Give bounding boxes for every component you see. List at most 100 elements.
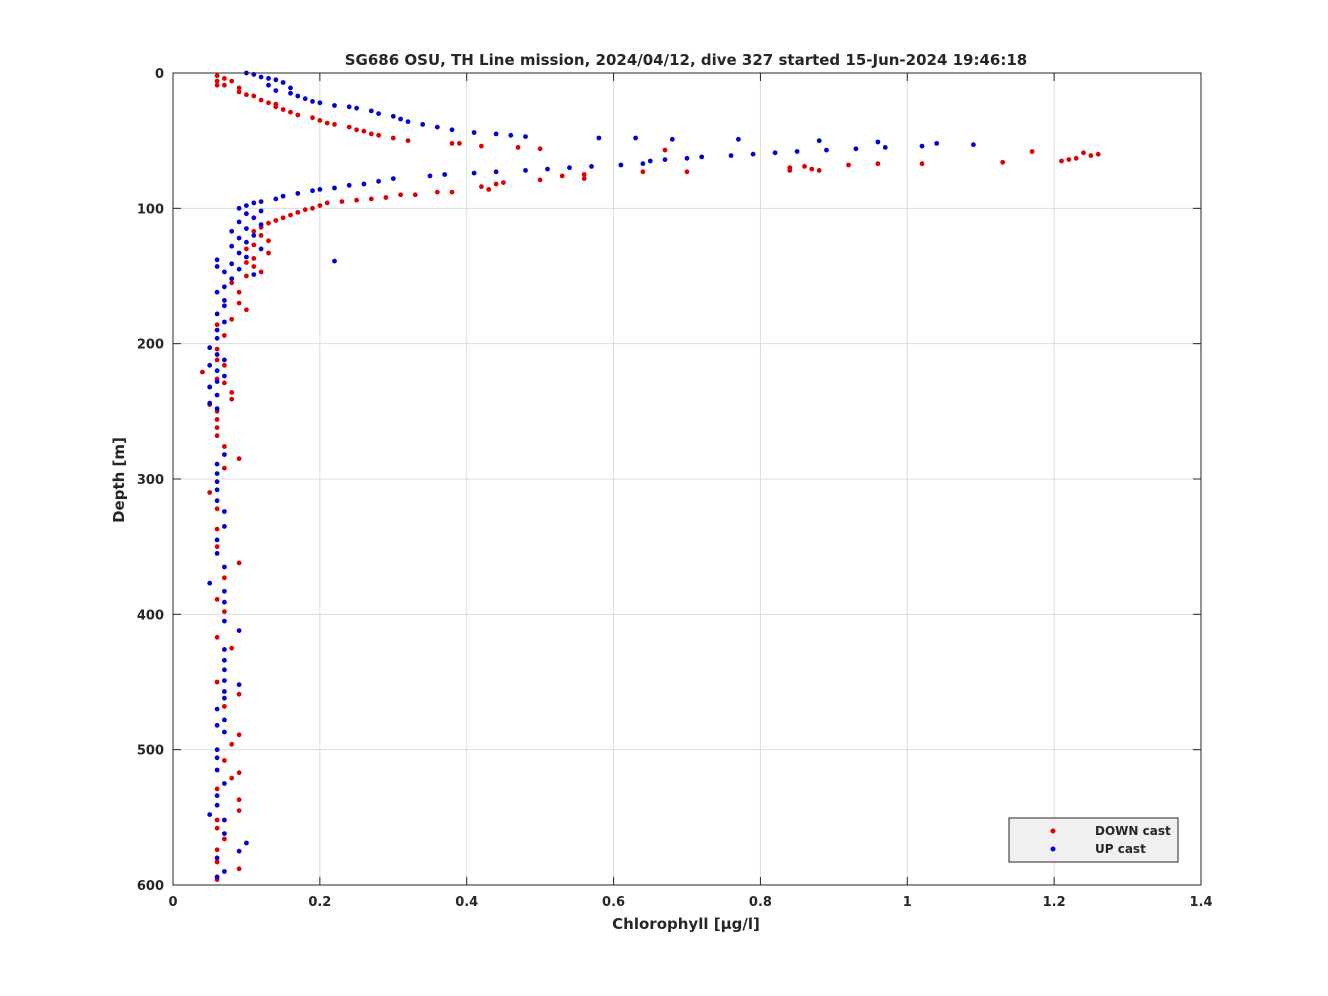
down-cast-point [222,362,227,368]
down-cast-point [1029,149,1035,154]
axis-ticks [172,72,1202,886]
up-cast-point [258,199,264,205]
up-cast-point [244,226,249,232]
down-cast-point [251,228,257,234]
up-cast-point [222,781,227,786]
up-cast-point [633,135,638,141]
y-tick-label: 600 [137,879,164,894]
up-cast-point [222,269,227,275]
up-cast-point [449,127,455,133]
down-cast-point [251,242,257,248]
up-cast-point [295,191,301,196]
up-cast-point [772,150,778,156]
up-cast-point [214,479,220,485]
up-cast-point [288,85,293,91]
down-cast-point [273,104,279,110]
down-cast-point [244,260,249,265]
up-cast-point [222,729,227,735]
down-cast-point [236,770,242,776]
legend: DOWN cast UP cast [1008,817,1179,863]
up-cast-point [207,812,213,817]
up-cast-point [750,151,756,157]
down-cast-point [236,560,242,566]
down-cast-point [324,200,330,206]
down-cast-point [244,246,249,252]
down-cast-point [515,145,521,150]
up-cast-point [728,153,734,159]
down-cast-point [229,316,235,322]
up-cast-point [236,266,242,272]
down-cast-point [280,107,286,112]
down-cast-point [236,300,242,306]
down-cast-point [581,176,587,182]
up-cast-point [207,345,213,351]
down-cast-point [214,357,220,363]
down-cast-point [295,112,301,118]
down-cast-point [222,82,227,88]
down-cast-point [258,233,264,238]
up-cast-point [662,157,668,163]
up-cast-point [288,90,293,96]
down-cast-point [368,131,374,137]
up-cast-point [523,134,528,140]
down-cast-point [214,634,220,640]
up-cast-point [222,689,227,694]
down-cast-point [214,322,220,328]
up-cast-point [229,276,235,282]
up-cast-point [214,855,220,861]
down-cast-point [398,192,403,198]
x-tick-label: 0.6 [602,895,625,910]
up-cast-point [699,154,705,160]
down-cast-point [229,78,235,84]
down-cast-point [846,162,851,168]
down-cast-point [236,808,242,813]
up-cast-point [244,211,249,217]
legend-label-down: DOWN cast [1095,824,1171,838]
up-cast-point [214,767,220,773]
down-cast-point [816,168,822,173]
down-cast-point [302,207,308,213]
up-cast-point [266,76,271,81]
up-cast-point [736,136,741,142]
down-cast-point [537,146,543,152]
up-cast-point [222,831,227,836]
down-cast-point [273,218,279,223]
up-cast-point [273,77,279,83]
up-cast-point [207,580,213,586]
down-cast-point [1000,159,1006,165]
up-cast-point [934,141,940,146]
legend-marker-up [1050,846,1056,852]
down-cast-point [288,212,293,218]
up-cast-point [214,368,220,374]
down-cast-point [214,544,220,550]
down-cast-point [251,256,257,261]
up-cast-point [214,289,220,295]
up-cast-point [310,188,315,194]
down-cast-point [222,609,227,614]
down-cast-point [449,141,455,146]
up-cast-point [919,143,925,149]
down-cast-point [405,138,411,144]
up-cast-point [222,588,227,594]
y-tick-labels: 0 100 200 300 400 500 600 [137,67,164,894]
up-cast-point [273,88,279,93]
up-cast-point [332,103,337,108]
up-cast-point [222,303,227,309]
down-cast-point [684,169,690,175]
up-cast-point [222,357,227,363]
down-cast-point [222,465,227,471]
legend-label-up: UP cast [1095,842,1146,856]
up-cast-point [273,196,279,202]
down-cast-point [324,120,330,126]
up-cast-point [222,452,227,457]
down-cast-point [361,128,367,134]
down-cast-point [222,704,227,709]
down-cast-point [457,141,462,146]
up-cast-point [251,272,257,277]
down-cast-point [1088,153,1094,159]
up-cast-point [222,647,227,652]
up-cast-point [236,235,242,241]
down-cast-point [390,135,396,141]
down-cast-point [214,417,220,422]
